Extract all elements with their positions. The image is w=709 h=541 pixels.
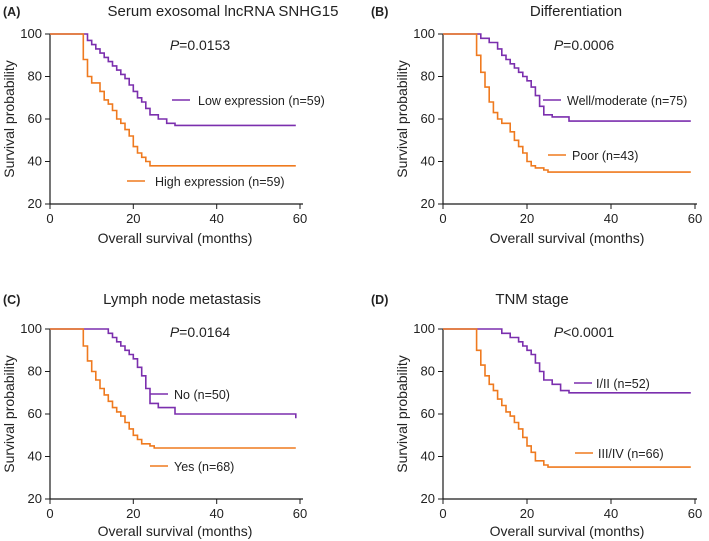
panel-b-ylabel: Survival probability: [394, 60, 410, 178]
panel-d-xtick-label: 60: [688, 506, 702, 521]
panel-a-title: Serum exosomal lncRNA SNHG15: [108, 3, 339, 20]
panel-c-ytick-label: 60: [28, 406, 42, 421]
panel-d-xtick-label: 40: [604, 506, 618, 521]
panel-d-ytick-label: 60: [421, 406, 435, 421]
panel-b-ytick-label: 80: [421, 69, 435, 84]
panel-b: (B) Differentiation P=0.0006 20 40 60 80…: [371, 3, 702, 246]
panel-b-ytick-label: 20: [421, 196, 435, 211]
panel-d-xlabel: Overall survival (months): [490, 523, 645, 539]
panel-b-xtick-label: 60: [688, 211, 702, 226]
panel-d-label: (D): [371, 293, 388, 307]
panel-b-xtick-label: 0: [439, 211, 446, 226]
panel-a-ytick-label: 40: [28, 154, 42, 169]
panel-c-xlabel: Overall survival (months): [98, 523, 253, 539]
panel-a-ytick-label: 60: [28, 111, 42, 126]
panel-b-xlabel: Overall survival (months): [490, 230, 645, 246]
panel-a-xtick-label: 0: [46, 211, 53, 226]
panel-b-xtick-label: 40: [604, 211, 618, 226]
panel-b-title: Differentiation: [530, 3, 622, 20]
panel-c-ytick-label: 100: [20, 321, 42, 336]
panel-b-ytick-label: 100: [413, 26, 435, 41]
panel-a-ytick-label: 100: [20, 26, 42, 41]
panel-d-ytick-label: 40: [421, 449, 435, 464]
panel-d-legend-i-ii: I/II (n=52): [596, 377, 650, 391]
panel-c-curve-no: [50, 328, 297, 419]
panel-b-label: (B): [371, 5, 388, 19]
panel-a-curve-low-expression: [50, 33, 296, 127]
panel-b-pvalue: P=0.0006: [554, 37, 615, 53]
panel-d-title: TNM stage: [495, 291, 568, 308]
panel-c-legend-no: No (n=50): [174, 388, 230, 402]
panel-c-ylabel: Survival probability: [1, 355, 17, 473]
panel-d-ytick-label: 100: [413, 321, 435, 336]
panel-d-curve-stage-iii-iv: [443, 328, 691, 468]
panel-a: (A) Serum exosomal lncRNA SNHG15 P=0.015…: [1, 3, 338, 246]
panel-a-xtick-label: 40: [209, 211, 223, 226]
panel-c-curve-yes: [50, 328, 296, 449]
panel-c-ytick-label: 20: [28, 491, 42, 506]
panel-c-pvalue: P=0.0164: [170, 324, 231, 340]
panel-b-legend-well: Well/moderate (n=75): [567, 94, 687, 108]
panel-c-xtick-label: 0: [46, 506, 53, 521]
panel-a-curve-high-expression: [50, 33, 296, 167]
panel-d-curve-stage-i-ii: [443, 328, 691, 394]
panel-b-ytick-label: 40: [421, 154, 435, 169]
panel-a-ylabel: Survival probability: [1, 60, 17, 178]
panel-a-ytick-label: 80: [28, 69, 42, 84]
panel-a-xlabel: Overall survival (months): [98, 230, 253, 246]
panel-a-legend-low: Low expression (n=59): [198, 94, 325, 108]
panel-b-curve-poor: [443, 33, 691, 173]
panel-b-ytick-label: 60: [421, 111, 435, 126]
panel-a-ytick-label: 20: [28, 196, 42, 211]
panel-c-legend-yes: Yes (n=68): [174, 460, 234, 474]
panel-d-xtick-label: 20: [520, 506, 534, 521]
panel-a-legend-high: High expression (n=59): [155, 175, 285, 189]
panel-c: (C) Lymph node metastasis P=0.0164 20 40…: [1, 291, 307, 539]
panel-d-legend-iii-iv: III/IV (n=66): [598, 447, 664, 461]
panel-a-label: (A): [3, 5, 20, 19]
panel-d-xtick-label: 0: [439, 506, 446, 521]
panel-d-ytick-label: 80: [421, 364, 435, 379]
panel-c-ytick-label: 40: [28, 449, 42, 464]
panel-d-pvalue: P<0.0001: [554, 324, 615, 340]
panel-b-legend-poor: Poor (n=43): [572, 149, 638, 163]
panel-a-pvalue: P=0.0153: [170, 37, 231, 53]
panel-d-ylabel: Survival probability: [394, 355, 410, 473]
panel-d: (D) TNM stage P<0.0001 20 40 60 80 100 0…: [371, 291, 702, 539]
panel-c-xtick-label: 40: [209, 506, 223, 521]
panel-a-xtick-label: 60: [293, 211, 307, 226]
panel-d-ytick-label: 20: [421, 491, 435, 506]
panel-c-xtick-label: 20: [126, 506, 140, 521]
panel-a-xtick-label: 20: [126, 211, 140, 226]
panel-c-ytick-label: 80: [28, 364, 42, 379]
panel-c-label: (C): [3, 293, 20, 307]
panel-b-xtick-label: 20: [520, 211, 534, 226]
panel-c-xtick-label: 60: [293, 506, 307, 521]
panel-b-curve-well-moderate: [443, 33, 691, 122]
panel-c-title: Lymph node metastasis: [103, 291, 261, 308]
